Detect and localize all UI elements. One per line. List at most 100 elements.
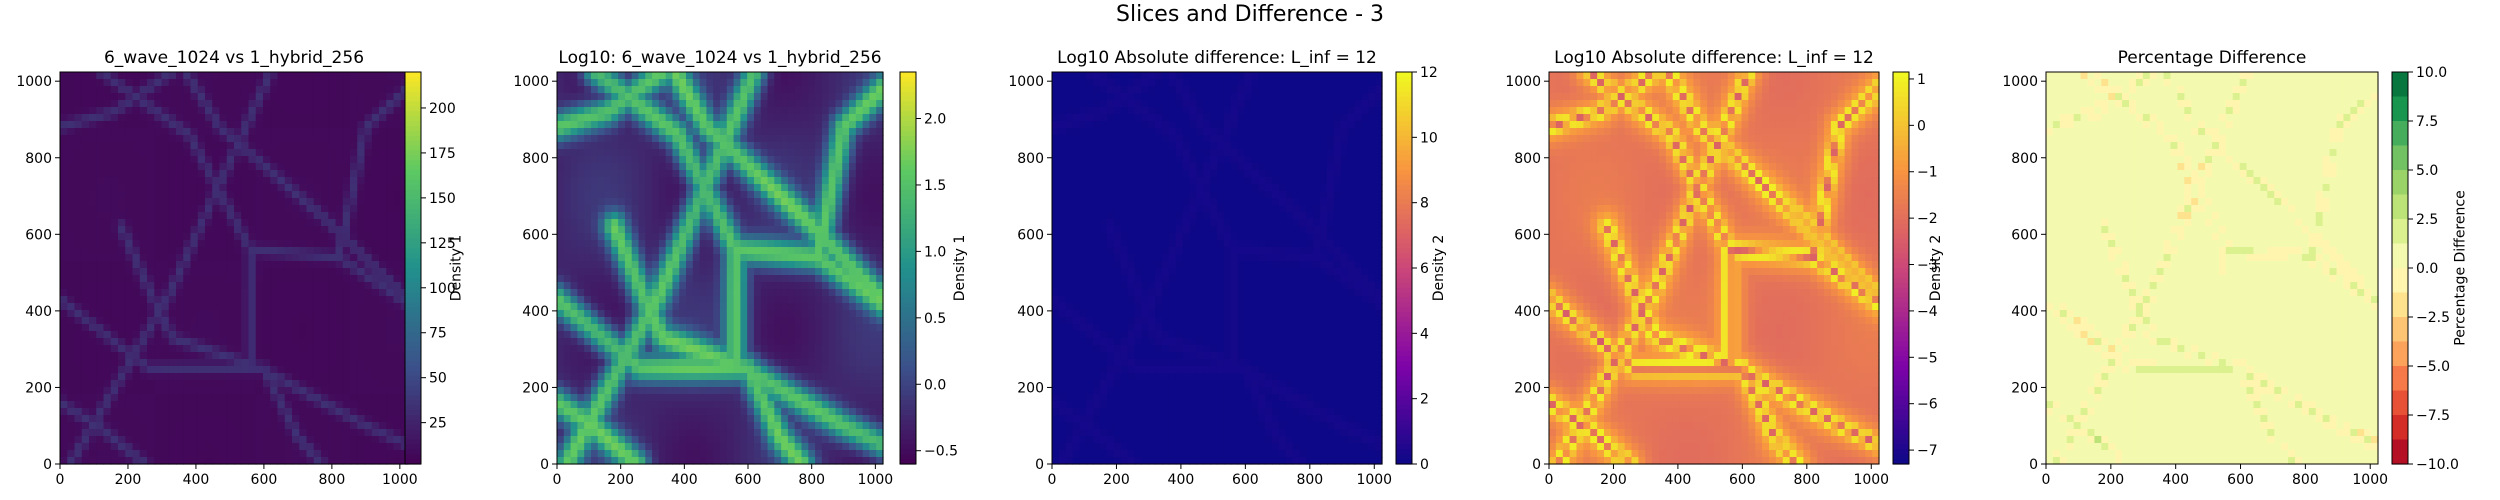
heatmap-cell [645,310,653,318]
heatmap-cell [570,149,578,157]
heatmap-cell [815,72,823,80]
heatmap-cell [335,212,344,220]
heatmap-cell [652,310,660,318]
heatmap-cell [335,436,344,444]
heatmap-cell [713,226,721,234]
heatmap-cell [277,289,286,297]
heatmap-cell [197,156,206,164]
colorbar-tick-label: 200 [429,101,456,117]
heatmap-cell [205,163,213,171]
heatmap-cell [828,317,837,325]
colorbar-segment [405,91,421,98]
heatmap-cell [645,163,653,171]
heatmap-cell [205,107,213,115]
heatmap-cell [197,450,206,458]
heatmap-cell [794,352,803,360]
heatmap-cell [787,93,796,101]
heatmap-cell [379,366,387,374]
heatmap-cell [284,93,293,101]
heatmap-cell [197,296,206,304]
heatmap-cell [284,436,293,444]
heatmap-cell [760,275,769,283]
heatmap-cell [672,219,680,227]
heatmap-cell [794,359,803,367]
heatmap-cell [876,233,884,241]
heatmap-cell [787,107,796,115]
heatmap-cell [248,261,257,269]
heatmap-cell [103,219,112,227]
heatmap-cell [154,149,163,157]
heatmap-cell [219,324,228,332]
heatmap-cell [176,359,184,367]
heatmap-cell [706,191,714,199]
colorbar-segment [405,454,421,460]
heatmap-cell [692,247,701,255]
heatmap-cell [219,268,228,276]
heatmap-cell [335,240,344,248]
heatmap-cell [862,100,871,108]
heatmap-cell [292,268,300,276]
heatmap-cell [364,93,373,101]
heatmap-cell [862,149,871,157]
heatmap-cell [876,184,884,192]
heatmap-cell [263,261,271,269]
heatmap-cell [277,345,286,353]
heatmap-cell [67,240,76,248]
heatmap-cell [197,310,206,318]
heatmap-cell [205,289,213,297]
heatmap-cell [212,163,221,171]
heatmap-cell [577,93,585,101]
heatmap-cell [842,254,850,262]
heatmap-cell [692,100,701,108]
heatmap-cell [386,149,395,157]
heatmap-cell [611,100,619,108]
heatmap-cell [183,443,192,451]
heatmap-cell [328,310,337,318]
heatmap-cell [139,177,148,185]
heatmap-cell [176,226,184,234]
heatmap-cell [584,184,592,192]
heatmap-cell [842,114,850,122]
heatmap-cell [350,163,358,171]
heatmap-cell [277,198,286,206]
heatmap-cell [794,247,803,255]
heatmap-cell [597,219,606,227]
heatmap-cell [855,268,864,276]
heatmap-cell [168,268,177,276]
heatmap-cell [168,345,177,353]
heatmap-cell [328,275,337,283]
heatmap-cell [557,282,565,290]
heatmap-cell [168,380,177,388]
heatmap-cell [103,149,112,157]
heatmap-cell [781,331,789,339]
heatmap-cell [699,128,708,136]
heatmap-cell [183,303,192,311]
heatmap-cell [652,380,660,388]
heatmap-cell [357,93,366,101]
heatmap-cell [652,247,660,255]
heatmap-cell [624,170,633,178]
heatmap-cell [89,86,97,94]
heatmap-cell [364,450,373,458]
heatmap-cell [234,352,242,360]
heatmap-cell [720,268,728,276]
heatmap-cell [299,128,308,136]
heatmap-cell [386,450,395,458]
heatmap-cell [299,184,308,192]
heatmap-cell [855,128,864,136]
heatmap-cell [692,121,701,129]
heatmap-cell [733,296,741,304]
heatmap-cell [747,359,755,367]
heatmap-cell [176,429,184,437]
heatmap-cell [67,324,76,332]
heatmap-cell [270,219,279,227]
heatmap-cell [624,317,633,325]
heatmap-cell [81,163,90,171]
heatmap-cell [557,247,565,255]
heatmap-cell [672,170,680,178]
heatmap-cell [371,338,380,346]
colorbar-segment [405,121,421,127]
heatmap-cell [219,205,228,213]
heatmap-cell [183,100,192,108]
heatmap-cell [176,100,184,108]
